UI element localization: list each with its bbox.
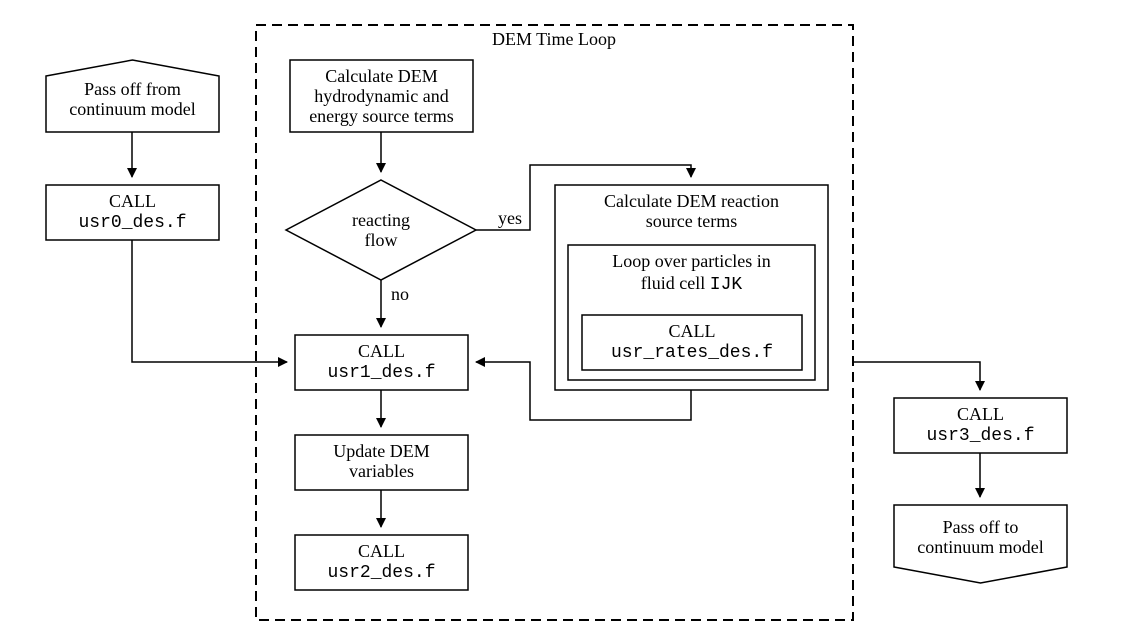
dem-time-loop-title: DEM Time Loop — [492, 29, 616, 49]
edge-e9 — [853, 362, 980, 390]
svg-text:Pass off from: Pass off from — [84, 79, 181, 99]
svg-text:CALL: CALL — [109, 191, 156, 211]
svg-text:CALL: CALL — [358, 541, 405, 561]
svg-text:variables: variables — [349, 461, 414, 481]
svg-text:CALL: CALL — [358, 341, 405, 361]
svg-text:usr3_des.f: usr3_des.f — [926, 426, 1034, 446]
svg-text:Calculate DEM reaction: Calculate DEM reaction — [604, 191, 779, 211]
svg-text:usr1_des.f: usr1_des.f — [327, 363, 435, 383]
svg-text:reacting: reacting — [352, 210, 410, 230]
svg-text:usr_rates_des.f: usr_rates_des.f — [611, 343, 773, 363]
svg-text:continuum model: continuum model — [69, 99, 195, 119]
svg-text:Update DEM: Update DEM — [333, 441, 429, 461]
edge-e2 — [132, 240, 287, 362]
svg-text:Pass off to: Pass off to — [943, 517, 1019, 537]
svg-text:usr2_des.f: usr2_des.f — [327, 563, 435, 583]
svg-text:CALL: CALL — [669, 321, 716, 341]
label-yes: yes — [498, 208, 522, 228]
svg-text:flow: flow — [365, 230, 398, 250]
svg-text:fluid cell IJK: fluid cell IJK — [641, 273, 743, 295]
svg-text:CALL: CALL — [957, 404, 1004, 424]
svg-text:hydrodynamic and: hydrodynamic and — [314, 86, 448, 106]
label-no: no — [391, 284, 409, 304]
svg-text:continuum model: continuum model — [917, 537, 1043, 557]
svg-text:energy source terms: energy source terms — [309, 106, 454, 126]
svg-text:Loop over particles in: Loop over particles in — [612, 251, 770, 271]
svg-text:usr0_des.f: usr0_des.f — [78, 213, 186, 233]
svg-text:Calculate DEM: Calculate DEM — [325, 66, 437, 86]
svg-text:source terms: source terms — [646, 211, 737, 231]
